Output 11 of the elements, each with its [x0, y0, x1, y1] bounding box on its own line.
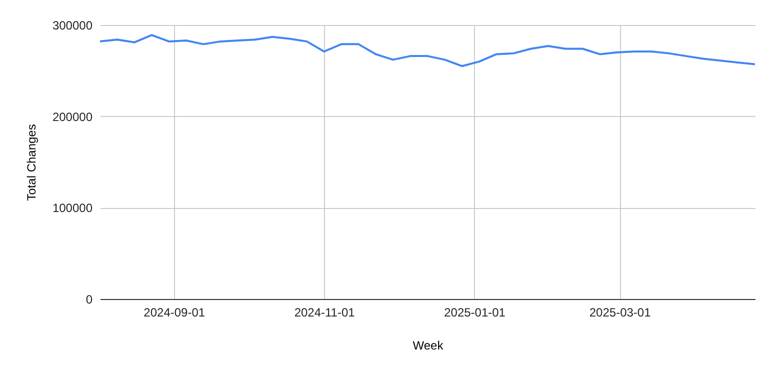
x-tick-label: 2025-01-01 [444, 306, 506, 320]
y-tick-label: 300000 [52, 18, 93, 32]
x-axis-title: Week [412, 338, 444, 352]
line-series [100, 34, 755, 68]
x-tick-label: 2024-09-01 [144, 306, 206, 320]
x-tick-label: 2025-03-01 [589, 306, 652, 320]
y-tick-label: 100000 [52, 201, 93, 216]
y-axis-title: Total Changes [24, 124, 38, 201]
y-tick-label: 0 [86, 292, 93, 306]
x-tick-label: 2024-11-01 [294, 306, 356, 320]
y-tick-label: 200000 [52, 110, 93, 124]
